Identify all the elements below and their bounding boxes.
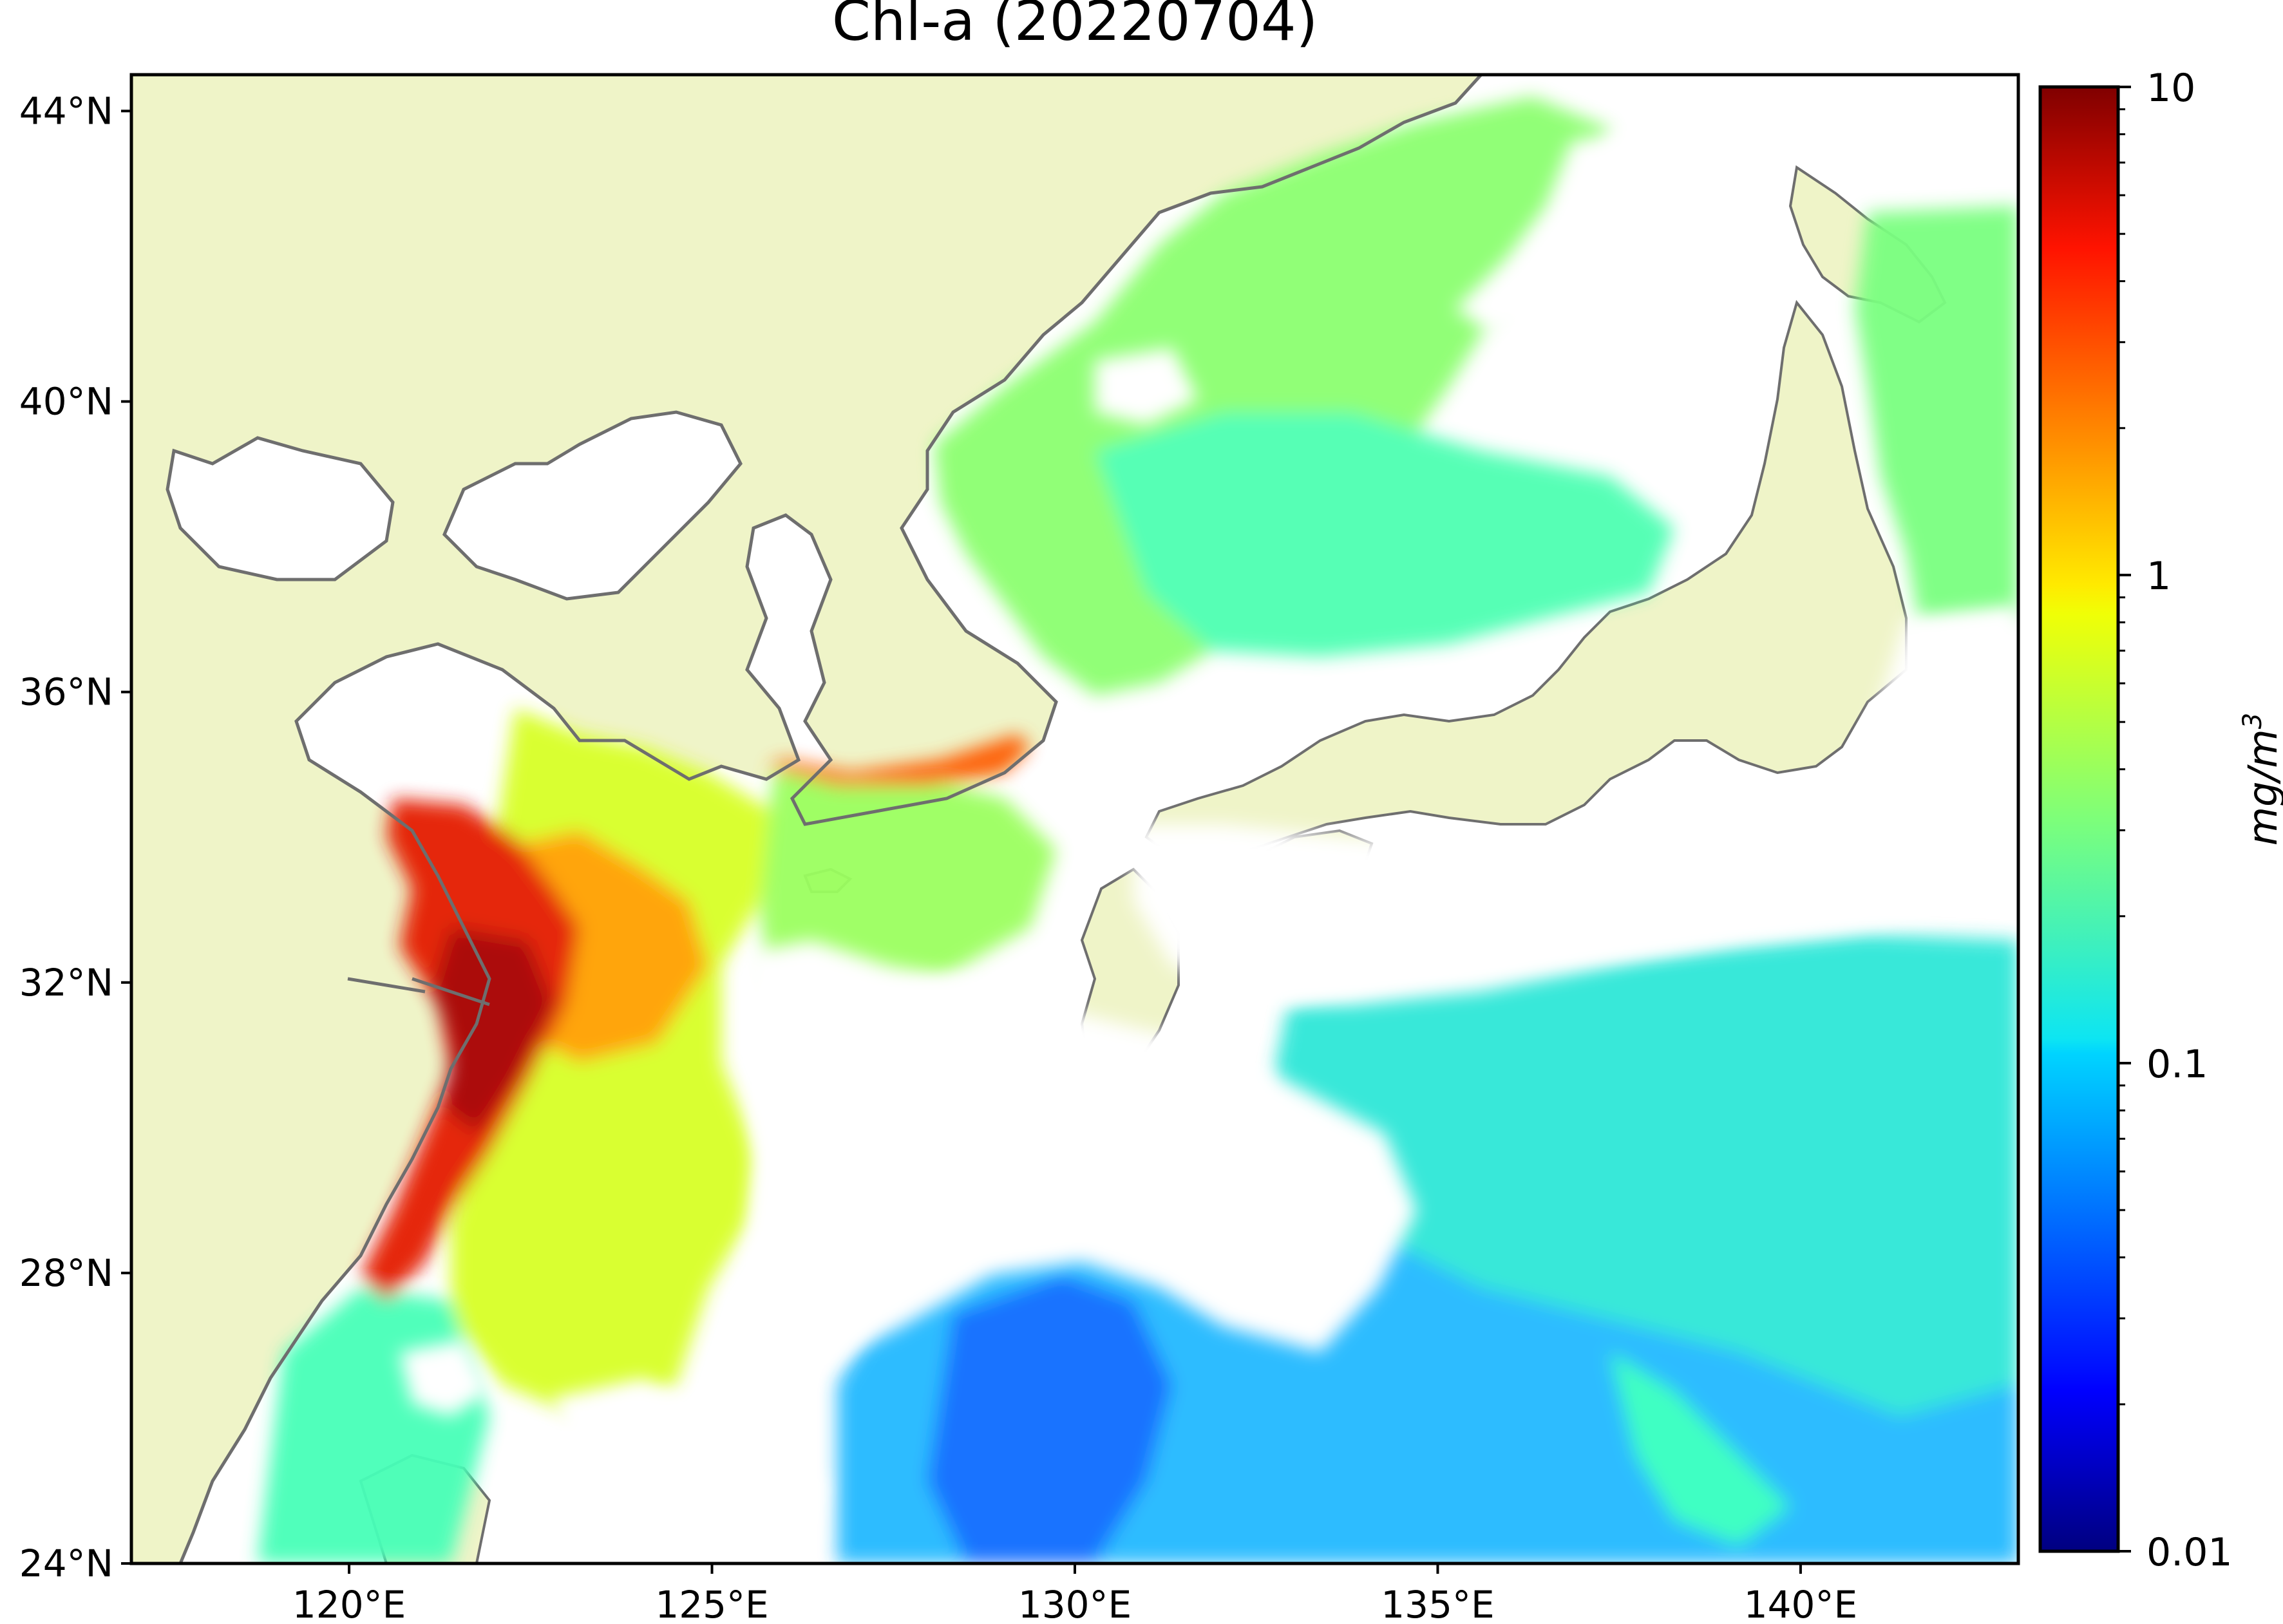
colorbar-label: mg/m3 <box>2238 713 2283 846</box>
colorbar-tick-label: 1 <box>2146 554 2171 599</box>
map-panel <box>131 75 2018 1563</box>
lon-tick-label: 135°E <box>1381 1583 1494 1624</box>
lat-tick-label: 32°N <box>19 961 113 1005</box>
lon-tick-label: 130°E <box>1018 1583 1132 1624</box>
lat-tick-label: 40°N <box>19 380 113 424</box>
colorbar-ticks: 10 1 0.1 0.01 <box>2118 66 2233 1575</box>
colorbar-tick-label: 0.1 <box>2146 1042 2208 1087</box>
lon-tick-label: 125°E <box>655 1583 768 1624</box>
coastlines <box>166 75 1483 1563</box>
longitude-axis: 120°E 125°E 130°E 135°E 140°E <box>292 1563 1857 1624</box>
map-title: Chl-a (20220704) <box>832 0 1318 53</box>
lat-tick-label: 44°N <box>19 89 113 133</box>
lon-tick-label: 120°E <box>292 1583 406 1624</box>
colorbar-ramp <box>2040 87 2118 1551</box>
lat-tick-label: 28°N <box>19 1251 113 1295</box>
latitude-axis: 24°N 28°N 32°N 36°N 40°N 44°N <box>19 89 131 1585</box>
colorbar: 10 1 0.1 0.01 mg/m3 <box>2038 66 2283 1575</box>
colorbar-frame <box>2038 85 2120 1553</box>
cloud-mask <box>399 116 2018 1563</box>
colorbar-tick-label: 10 <box>2146 66 2195 111</box>
lat-tick-label: 24°N <box>19 1542 113 1585</box>
lon-tick-label: 140°E <box>1744 1583 1857 1624</box>
lat-tick-label: 36°N <box>19 670 113 714</box>
colorbar-tick-label: 0.01 <box>2146 1530 2233 1575</box>
